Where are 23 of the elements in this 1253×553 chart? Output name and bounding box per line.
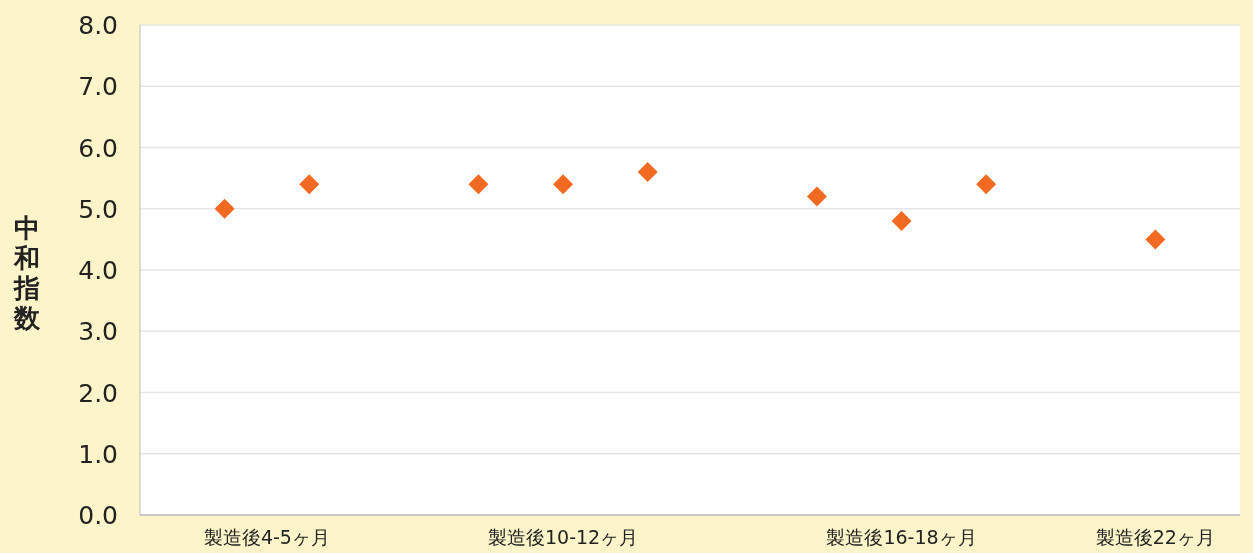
point: [806, 186, 827, 207]
x-tick-label: 製造後16-18ヶ月: [826, 526, 977, 548]
y-tick-label: 7.0: [78, 72, 118, 102]
y-tick-label: 3.0: [78, 317, 118, 347]
y-axis-title: 中和指数: [13, 213, 41, 333]
y-tick-label: 6.0: [78, 133, 118, 163]
point: [637, 162, 658, 182]
x-tick-label: 製造後10-12ヶ月: [487, 526, 639, 548]
point: [891, 211, 912, 231]
point: [976, 174, 997, 195]
x-tick-label: 製造後4-5ヶ月: [203, 526, 330, 548]
y-tick-label: 8.0: [78, 11, 118, 40]
y-tick-label: 2.0: [78, 378, 118, 408]
x-tick-label: 製造後22ヶ月: [1095, 526, 1215, 548]
point: [299, 174, 320, 195]
point: [553, 174, 574, 195]
point: [1145, 229, 1166, 250]
y-tick-label: 4.0: [78, 256, 118, 285]
point: [214, 198, 235, 219]
point: [468, 174, 489, 195]
y-tick-label: 5.0: [78, 194, 118, 224]
y-tick-label: 0.0: [78, 501, 118, 530]
y-tick-label: 1.0: [78, 439, 118, 469]
